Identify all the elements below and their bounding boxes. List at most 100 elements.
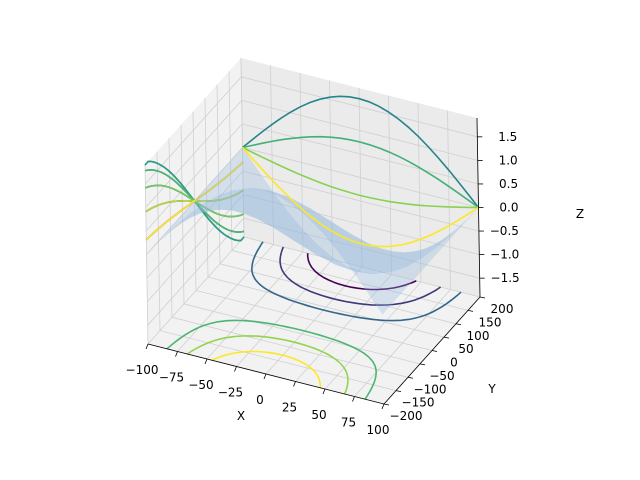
surface-patch xyxy=(341,266,363,272)
surface-patch xyxy=(328,230,350,248)
surface-patch xyxy=(353,235,374,247)
surface-patch xyxy=(280,231,302,244)
surface-patch xyxy=(266,193,288,201)
surface-patch xyxy=(310,243,332,255)
surface-patch xyxy=(253,216,275,226)
surface-patch xyxy=(217,208,239,213)
surface-patch xyxy=(228,199,250,206)
y-tick-mark xyxy=(407,376,414,379)
surface-patch xyxy=(199,207,221,214)
surface-patch xyxy=(218,189,240,195)
surface-patch xyxy=(407,249,428,254)
surface-patch xyxy=(311,244,333,258)
surface-patch xyxy=(325,247,346,258)
surface-patch xyxy=(410,246,432,255)
surface-patch xyxy=(230,154,252,180)
surface-patch xyxy=(342,238,363,249)
surface-patch xyxy=(210,193,232,201)
surface-patch xyxy=(249,203,271,210)
surface-patch xyxy=(239,188,261,191)
surface-patch xyxy=(433,234,455,246)
grid-line-y xyxy=(168,138,409,378)
surface-patch xyxy=(326,257,348,267)
surface-patch xyxy=(335,231,357,243)
grid-line-z xyxy=(145,99,478,208)
surface-patch xyxy=(259,220,281,232)
surface-patch xyxy=(314,218,336,232)
surface-patch xyxy=(262,190,284,196)
surface-patch xyxy=(225,189,246,195)
surface-patch xyxy=(224,160,246,185)
surface-patch xyxy=(429,236,450,252)
surface-patch xyxy=(301,243,323,257)
surface-patch xyxy=(284,231,306,246)
x-tick-mark xyxy=(322,388,326,395)
y-tick-mark xyxy=(443,336,450,339)
surface-patch xyxy=(268,219,290,231)
surface-patch xyxy=(427,240,449,250)
surface-patch xyxy=(360,258,382,265)
surface-patch xyxy=(364,271,386,274)
surface-patch xyxy=(285,211,307,223)
surface-patch xyxy=(339,250,361,259)
surface-patch xyxy=(218,167,240,190)
x-tick-label: 50 xyxy=(311,408,326,422)
surface-patch xyxy=(320,256,342,267)
surface-patch xyxy=(215,197,237,208)
surface-patch xyxy=(346,257,367,265)
grid-line-z xyxy=(147,217,480,326)
surface-patch xyxy=(343,246,365,267)
surface-patch xyxy=(255,208,277,217)
grid-line-y xyxy=(228,71,469,311)
surface-patch xyxy=(245,175,267,199)
surface-patch xyxy=(392,251,414,253)
surface-patch xyxy=(361,244,383,259)
surface-patch xyxy=(319,216,341,231)
surface-patch xyxy=(222,196,244,203)
surface-patch xyxy=(247,212,269,220)
surface-patch xyxy=(209,201,231,209)
surface-patch xyxy=(408,251,430,262)
surface-patch xyxy=(377,250,399,254)
surface-patch xyxy=(227,189,249,206)
x-tick-label: −50 xyxy=(188,378,213,392)
surface-patch xyxy=(370,258,392,278)
surface-patch xyxy=(206,180,228,198)
surface-patch xyxy=(260,195,282,216)
surface-patch xyxy=(344,230,366,242)
surface-patch xyxy=(343,266,365,272)
grid-line-y xyxy=(192,111,433,351)
surface-patch xyxy=(363,248,384,254)
back-wall-contour-line xyxy=(242,135,479,209)
x-tick-label: −75 xyxy=(159,371,184,385)
floor-contour-projection xyxy=(166,241,462,400)
surface-patch xyxy=(224,207,245,214)
z-tick-label: 1.5 xyxy=(498,130,517,144)
surface-patch xyxy=(367,287,389,315)
surface-patch xyxy=(331,254,353,264)
surface-patch xyxy=(232,210,254,216)
y-tick-label: −50 xyxy=(429,369,454,383)
surface-patch xyxy=(262,213,283,224)
surface-patch xyxy=(305,245,327,258)
x-tick-mark xyxy=(352,396,355,402)
surface-patch xyxy=(350,236,372,246)
surface-patch xyxy=(170,216,192,228)
surface-patch xyxy=(230,206,251,216)
z-tick-label: 0.0 xyxy=(499,201,518,215)
surface-patch xyxy=(245,190,267,194)
surface-patch xyxy=(295,237,317,251)
z-tick-label: 1.0 xyxy=(499,153,518,167)
surface-patch xyxy=(329,224,351,237)
surface-patch xyxy=(352,266,374,293)
surface-patch xyxy=(251,193,273,199)
back-wall-contour-line xyxy=(242,146,479,209)
tick-labels: −100−75−50−250255075100−200−150−100−5005… xyxy=(126,130,520,437)
floor-contour-level xyxy=(186,335,349,395)
surface-patch xyxy=(317,212,339,226)
surface-patch xyxy=(237,193,259,200)
surface-patch xyxy=(398,250,420,254)
surface-patch xyxy=(391,268,413,288)
surface-patch xyxy=(306,222,328,235)
